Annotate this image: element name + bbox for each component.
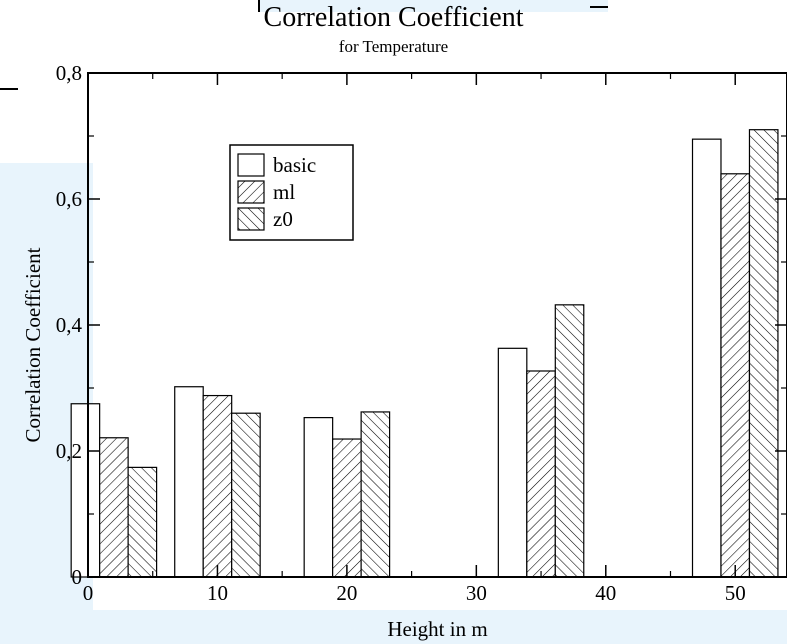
x-axis-label: Height in m bbox=[387, 617, 487, 641]
y-axis-label: Correlation Coefficient bbox=[21, 247, 45, 442]
bar-basic-10 bbox=[174, 386, 204, 578]
bar-basic-20 bbox=[303, 417, 334, 578]
x-tick-label: 0 bbox=[83, 581, 94, 605]
bar-ml-10 bbox=[202, 394, 233, 578]
bars-group bbox=[70, 129, 779, 578]
edge-fragment-left bbox=[0, 88, 18, 90]
ticks-group: 0 10 20 30 40 50 0 0,2 0,4 0,6 0,8 bbox=[56, 61, 787, 605]
legend-swatch-z0 bbox=[237, 207, 265, 231]
edge-fragment-top-right bbox=[590, 6, 608, 8]
x-tick-label: 10 bbox=[207, 581, 228, 605]
bar-ml-2 bbox=[99, 437, 129, 578]
legend: basic ml z0 bbox=[229, 144, 354, 241]
background-strip-top bbox=[258, 0, 608, 12]
y-tick-label: 0,8 bbox=[56, 61, 82, 85]
bar-z0-10 bbox=[231, 412, 261, 578]
bar-ml-20 bbox=[332, 438, 362, 578]
chart-title: Correlation Coefficient bbox=[263, 2, 524, 33]
x-tick-label: 50 bbox=[725, 581, 746, 605]
x-tick-label: 30 bbox=[466, 581, 487, 605]
legend-label-basic: basic bbox=[273, 153, 316, 177]
legend-label-ml: ml bbox=[273, 180, 295, 204]
y-tick-label: 0 bbox=[72, 565, 83, 589]
x-tick-label: 20 bbox=[336, 581, 357, 605]
legend-swatch-ml bbox=[237, 180, 265, 204]
legend-label-z0: z0 bbox=[273, 207, 293, 231]
bar-basic-2 bbox=[70, 403, 101, 578]
chart-subtitle: for Temperature bbox=[338, 37, 449, 56]
bar-basic-35 bbox=[497, 347, 528, 578]
legend-swatch-basic bbox=[237, 153, 265, 177]
bar-basic-50 bbox=[691, 138, 722, 578]
bar-z0-20 bbox=[360, 411, 391, 578]
bar-ml-50 bbox=[720, 173, 751, 578]
y-tick-label: 0,6 bbox=[56, 187, 82, 211]
x-tick-label: 40 bbox=[595, 581, 616, 605]
edge-fragment-top-left bbox=[258, 0, 260, 12]
bar-z0-2 bbox=[127, 466, 158, 578]
bar-ml-35 bbox=[526, 370, 556, 578]
y-tick-label: 0,4 bbox=[56, 313, 83, 337]
y-tick-label: 0,2 bbox=[56, 439, 82, 463]
bar-z0-50 bbox=[748, 129, 779, 578]
background-panel-bottom bbox=[0, 610, 787, 644]
bar-z0-35 bbox=[554, 304, 585, 578]
